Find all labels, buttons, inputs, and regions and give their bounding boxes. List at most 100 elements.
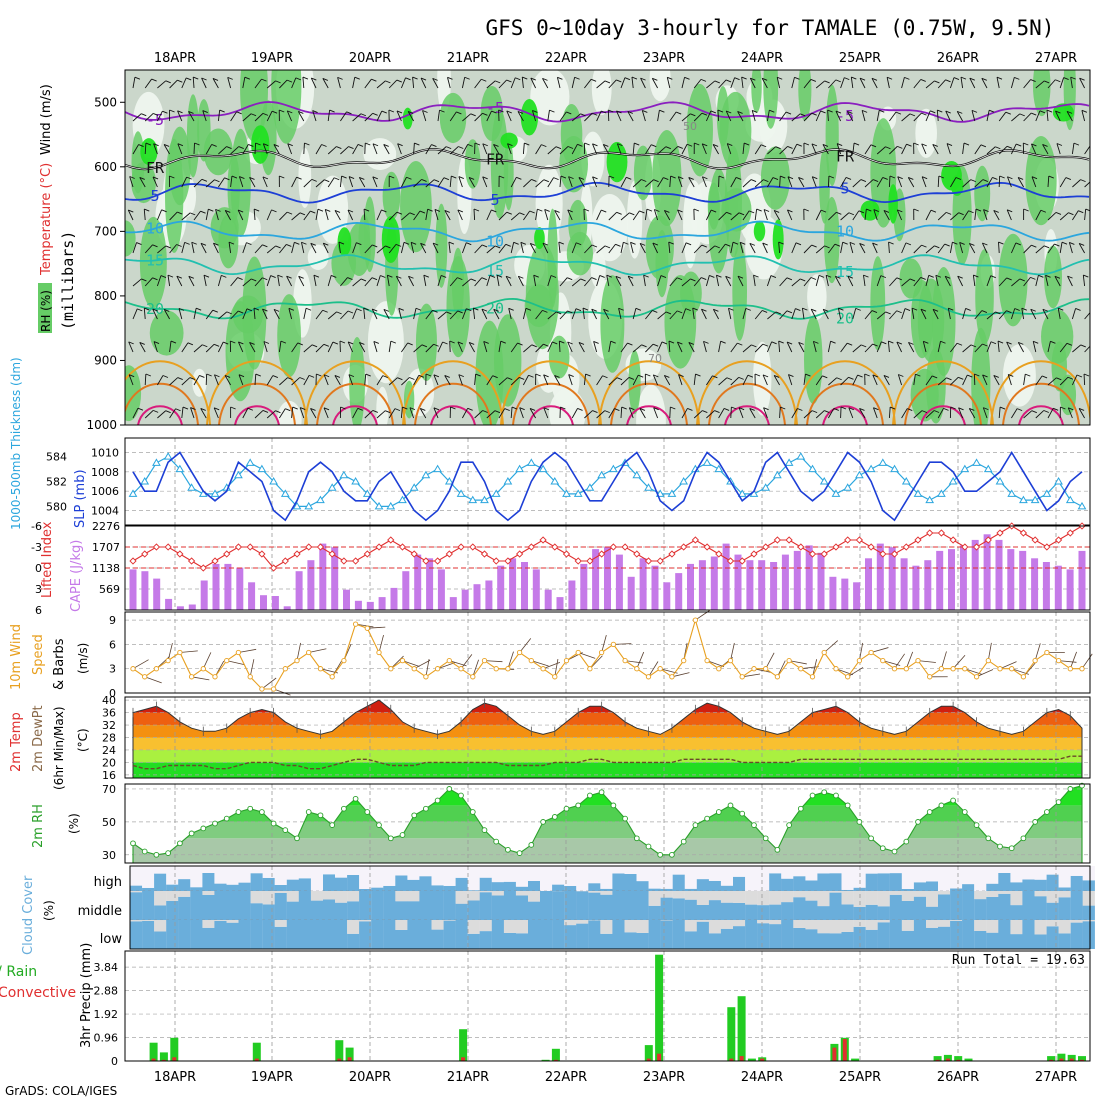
cloud-bar [817, 906, 830, 920]
precip-total-bar [345, 1047, 354, 1061]
cloud-gap [733, 891, 746, 903]
wind-barb [669, 146, 679, 155]
wind-barb-feather [1046, 109, 1053, 113]
wind-barb [213, 407, 219, 419]
wind-barb [761, 78, 768, 89]
wind-barb [486, 275, 491, 287]
cape-bar [604, 547, 611, 610]
wind-barb [596, 375, 603, 386]
wind-barb-feather [489, 275, 496, 278]
wind10-label-a: 10m Wind [9, 624, 24, 690]
wind-barb-feather [921, 176, 928, 180]
wind-barb-feather [642, 110, 648, 113]
wind-barb [803, 277, 812, 287]
rh2m-point [282, 827, 289, 833]
cloud-gap [347, 920, 360, 934]
wind10-speed-point [798, 666, 804, 672]
temp-line [132, 699, 1083, 778]
wind-barb [922, 341, 927, 353]
wind-barb-feather [762, 242, 768, 246]
wind-barb-feather [794, 76, 800, 80]
wind-barb [742, 143, 745, 155]
wind-barb [925, 245, 935, 254]
wind-barb-feather [339, 340, 346, 344]
wind-barb-feather [800, 278, 806, 282]
wind10-speed-point [516, 649, 523, 656]
wind-barb-feather [756, 208, 762, 212]
wind-barb-feather [567, 341, 573, 345]
wind-barb [986, 110, 990, 122]
wind-barb-feather [202, 344, 208, 348]
wind-barb [1084, 311, 1090, 320]
thickness-point [339, 470, 349, 479]
wind-barb-feather [286, 211, 293, 215]
wind-barb [474, 277, 483, 287]
wind-barb [401, 342, 409, 353]
cloud-gap [274, 891, 287, 893]
cloud-gap [1082, 891, 1095, 906]
wind10-barb [976, 669, 994, 678]
wind-barb-feather [153, 143, 159, 147]
wind-barb [815, 245, 825, 254]
wind-barb-feather [464, 76, 470, 80]
temp-band [133, 762, 1082, 778]
wind-barb [419, 408, 427, 419]
wind-barb [787, 176, 793, 188]
wind-barb-feather [702, 176, 708, 180]
lifted-tick-label: 0 [35, 562, 42, 575]
date-label-top: 18APR [154, 51, 196, 66]
rh2m-point [809, 792, 816, 799]
cloud-gap [913, 866, 927, 883]
wind-barb [535, 209, 538, 221]
slp-tick-label: 1006 [91, 485, 119, 498]
wind-barb-feather [872, 343, 878, 347]
wind-barb [901, 408, 908, 419]
wind-barb-feather [653, 179, 659, 183]
wind-barb-feather [299, 377, 305, 380]
wind-barb-feather [550, 275, 557, 278]
cloud-bar [696, 905, 709, 920]
wind-barb-feather [532, 110, 538, 113]
wind-barb [701, 143, 707, 155]
wind-barb-feather [717, 109, 724, 113]
cloud-bar [274, 892, 287, 920]
wind-barb [616, 110, 622, 122]
wind-barb [242, 308, 248, 320]
thickness-point [1030, 495, 1040, 504]
wind-barb-feather [670, 406, 676, 410]
wind-barb [1047, 377, 1057, 386]
wind-barb [718, 211, 727, 221]
cloud-bar [552, 884, 565, 891]
cape-bar [853, 582, 861, 610]
wind-barb-feather [701, 112, 708, 116]
cloud-bar [1070, 922, 1083, 949]
rh2m-point [645, 843, 652, 850]
lifted-index-point [469, 543, 477, 551]
wind-barb-feather [263, 143, 269, 147]
lifted-index-point [668, 550, 676, 558]
wind-barb [554, 375, 561, 386]
wind-barb [962, 210, 969, 221]
wind-barb-feather [363, 208, 370, 212]
wind-barb-feather [508, 307, 514, 311]
wind-barb-feather [141, 113, 147, 117]
cloud-bar [829, 873, 842, 891]
wind-barb [530, 77, 537, 89]
cloud-bar [515, 895, 529, 920]
wind-barb-feather [1055, 79, 1061, 83]
wind-barb-feather [904, 308, 911, 311]
wind-barb-feather [567, 146, 574, 149]
wind-barb [1032, 341, 1037, 353]
cloud-gap [564, 920, 577, 926]
wind-barb-feather [677, 209, 683, 213]
wind-barb [974, 179, 984, 188]
wind-barb-feather [1007, 209, 1013, 213]
thickness-point [667, 489, 677, 497]
wind-barb-feather [921, 112, 927, 116]
wind-barb [425, 310, 433, 320]
rh-humid-column [230, 128, 251, 237]
wind-barb-feather [507, 377, 513, 381]
wind-barb [273, 144, 280, 155]
wind-barb-feather [371, 277, 378, 281]
wind-barb-feather [1023, 142, 1029, 146]
